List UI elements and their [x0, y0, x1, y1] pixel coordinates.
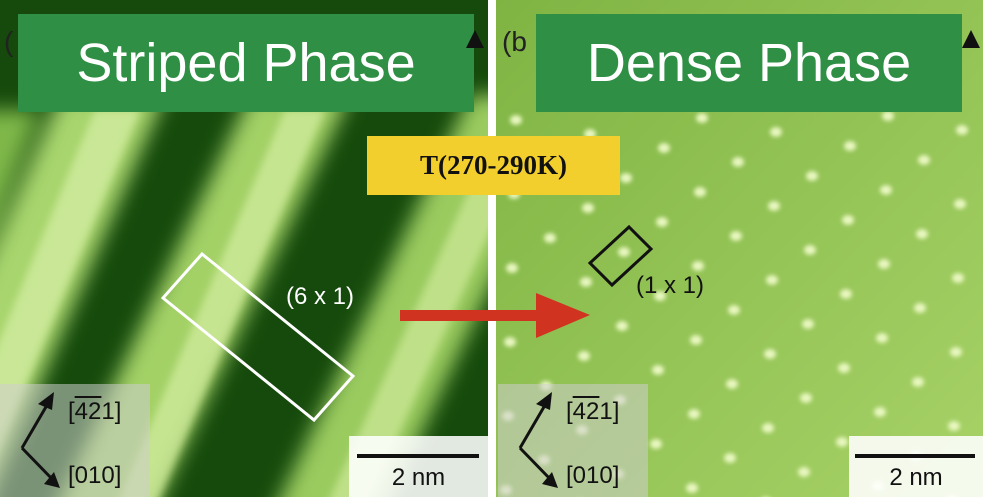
adsorbate-dot — [954, 199, 966, 209]
adsorbate-dot — [844, 141, 856, 151]
adsorbate-dot — [654, 291, 666, 301]
adsorbate-dot — [658, 143, 670, 153]
adsorbate-dot — [770, 127, 782, 137]
direction-label-421: [421] — [566, 398, 620, 425]
adsorbate-dot — [918, 155, 930, 165]
scale-bar: 2 nm — [849, 436, 983, 497]
adsorbate-dot — [880, 185, 892, 195]
adsorbate-dot — [728, 305, 740, 315]
adsorbate-dot — [506, 263, 518, 273]
stripe-highlight-3 — [330, 147, 488, 497]
direction-label-010: [010] — [566, 462, 620, 489]
adsorbate-dot — [950, 347, 962, 357]
scale-bar-label: 2 nm — [391, 464, 446, 491]
adsorbate-dot — [732, 157, 744, 167]
direction-label-010: [010] — [68, 462, 122, 489]
adsorbate-dot — [730, 231, 742, 241]
adsorbate-dot — [838, 363, 850, 373]
corner-triangle-icon — [962, 30, 980, 48]
adsorbate-dot — [914, 303, 926, 313]
crystal-direction-indicator: [421] [010] — [498, 384, 648, 497]
panel-letter-b: (b — [502, 26, 527, 57]
adsorbate-dot — [544, 233, 556, 243]
adsorbate-dot — [806, 171, 818, 181]
unit-cell-box-6x1 — [160, 251, 356, 423]
adsorbate-dot — [768, 201, 780, 211]
stripe-band-1 — [0, 110, 40, 213]
striped-phase-title: Striped Phase — [18, 14, 474, 112]
adsorbate-dot — [694, 187, 706, 197]
unit-cell-label-1x1: (1 x 1) — [636, 272, 705, 299]
transition-temperature-label: T(270-290K) — [367, 136, 620, 195]
direction-label-421: [421] — [68, 398, 122, 425]
adsorbate-dot — [836, 437, 848, 447]
adsorbate-dot — [688, 409, 700, 419]
adsorbate-dot — [582, 203, 594, 213]
adsorbate-dot — [692, 261, 704, 271]
adsorbate-dot — [956, 125, 968, 135]
adsorbate-dot — [878, 259, 890, 269]
adsorbate-dot — [802, 319, 814, 329]
unit-cell-box-1x1 — [587, 224, 654, 288]
adsorbate-dot — [916, 229, 928, 239]
adsorbate-dot — [652, 365, 664, 375]
scale-bar-line — [855, 454, 975, 458]
stripe-band-4 — [280, 95, 488, 497]
panel-divider — [488, 0, 496, 497]
panel-letter-a: ( — [4, 26, 14, 57]
adsorbate-dot — [948, 421, 960, 431]
adsorbate-dot — [798, 467, 810, 477]
adsorbate-dot — [766, 275, 778, 285]
direction-arrows-icon — [20, 392, 60, 488]
adsorbate-dot — [650, 439, 662, 449]
adsorbate-dot — [804, 245, 816, 255]
dense-phase-title: Dense Phase — [536, 14, 962, 112]
arrow-head-icon — [536, 293, 590, 338]
adsorbate-dot — [874, 407, 886, 417]
adsorbate-dot — [724, 453, 736, 463]
stripe-band-2 — [0, 95, 165, 475]
adsorbate-dot — [616, 321, 628, 331]
adsorbate-dot — [726, 379, 738, 389]
adsorbate-dot — [578, 351, 590, 361]
adsorbate-dot — [952, 273, 964, 283]
unit-cell-6x1 — [160, 251, 356, 423]
scale-bar-label: 2 nm — [889, 464, 943, 491]
adsorbate-dot — [580, 277, 592, 287]
scale-bar-line — [357, 454, 479, 458]
adsorbate-dot — [762, 423, 774, 433]
adsorbate-dot — [764, 349, 776, 359]
adsorbate-dot — [696, 113, 708, 123]
arrow-shaft — [400, 310, 540, 321]
adsorbate-dot — [690, 335, 702, 345]
adsorbate-dot — [620, 173, 632, 183]
crystal-direction-indicator: [421] [010] — [0, 384, 150, 497]
adsorbate-dot — [800, 393, 812, 403]
stripe-highlight-1 — [0, 110, 140, 448]
stripe-highlight-2 — [119, 110, 325, 497]
stripe-highlights — [0, 110, 488, 497]
adsorbate-dot — [618, 247, 630, 257]
adsorbate-dot — [842, 215, 854, 225]
adsorbate-dot — [686, 483, 698, 493]
adsorbate-dot — [840, 289, 852, 299]
adsorbate-dot — [510, 115, 522, 125]
direction-arrows-icon — [518, 392, 558, 488]
corner-triangle-icon — [466, 30, 484, 48]
adsorbate-dot — [912, 377, 924, 387]
unit-cell-label-6x1: (6 x 1) — [286, 283, 355, 310]
adsorbate-dot — [656, 217, 668, 227]
adsorbate-dot — [876, 333, 888, 343]
adsorbate-dot — [882, 111, 894, 121]
adsorbate-dot — [504, 337, 516, 347]
scale-bar: 2 nm — [349, 436, 488, 497]
unit-cell-1x1 — [587, 224, 654, 288]
